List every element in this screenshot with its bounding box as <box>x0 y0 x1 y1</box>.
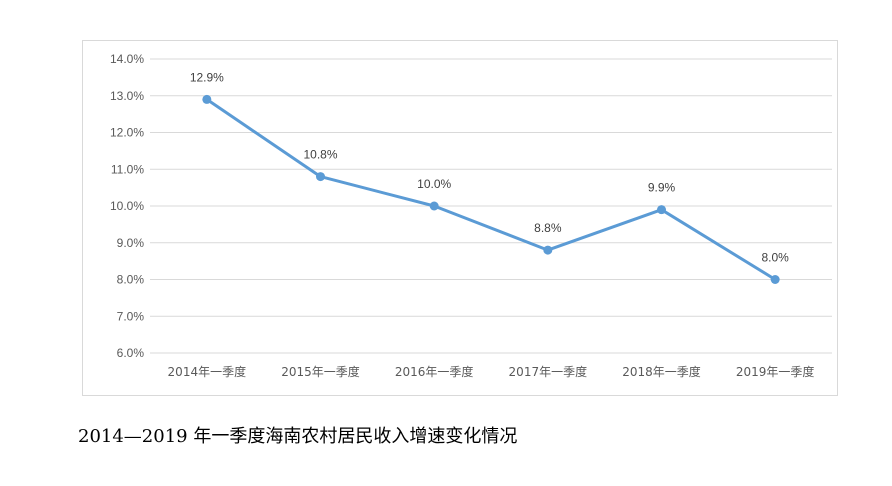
y-tick-label: 6.0% <box>117 346 145 360</box>
data-point <box>316 172 325 182</box>
y-tick-label: 12.0% <box>110 126 144 140</box>
x-tick-label: 2018年一季度 <box>622 364 701 379</box>
y-tick-label: 13.0% <box>110 89 144 103</box>
y-tick-label: 8.0% <box>117 273 145 287</box>
x-tick-label: 2015年一季度 <box>281 364 360 379</box>
y-tick-label: 9.0% <box>117 236 145 250</box>
y-tick-label: 7.0% <box>117 309 145 323</box>
data-label: 8.0% <box>761 251 789 265</box>
x-tick-label: 2014年一季度 <box>168 364 247 379</box>
data-point <box>657 205 666 215</box>
x-tick-label: 2017年一季度 <box>509 364 588 379</box>
y-tick-label: 14.0% <box>110 52 144 66</box>
data-point <box>429 201 439 211</box>
data-label: 12.9% <box>190 70 224 84</box>
data-label: 10.0% <box>417 177 451 191</box>
y-tick-label: 10.0% <box>110 199 144 213</box>
data-label: 8.8% <box>534 221 562 235</box>
data-label: 9.9% <box>648 181 676 195</box>
chart-caption: 2014—2019 年一季度海南农村居民收入增速变化情况 <box>78 426 518 447</box>
data-point <box>543 245 553 255</box>
x-tick-label: 2019年一季度 <box>736 364 815 379</box>
data-point <box>202 94 212 104</box>
data-label: 10.8% <box>303 148 337 162</box>
series-line <box>205 98 776 281</box>
data-point <box>770 275 780 284</box>
y-tick-label: 11.0% <box>111 162 144 176</box>
x-tick-label: 2016年一季度 <box>395 364 474 379</box>
